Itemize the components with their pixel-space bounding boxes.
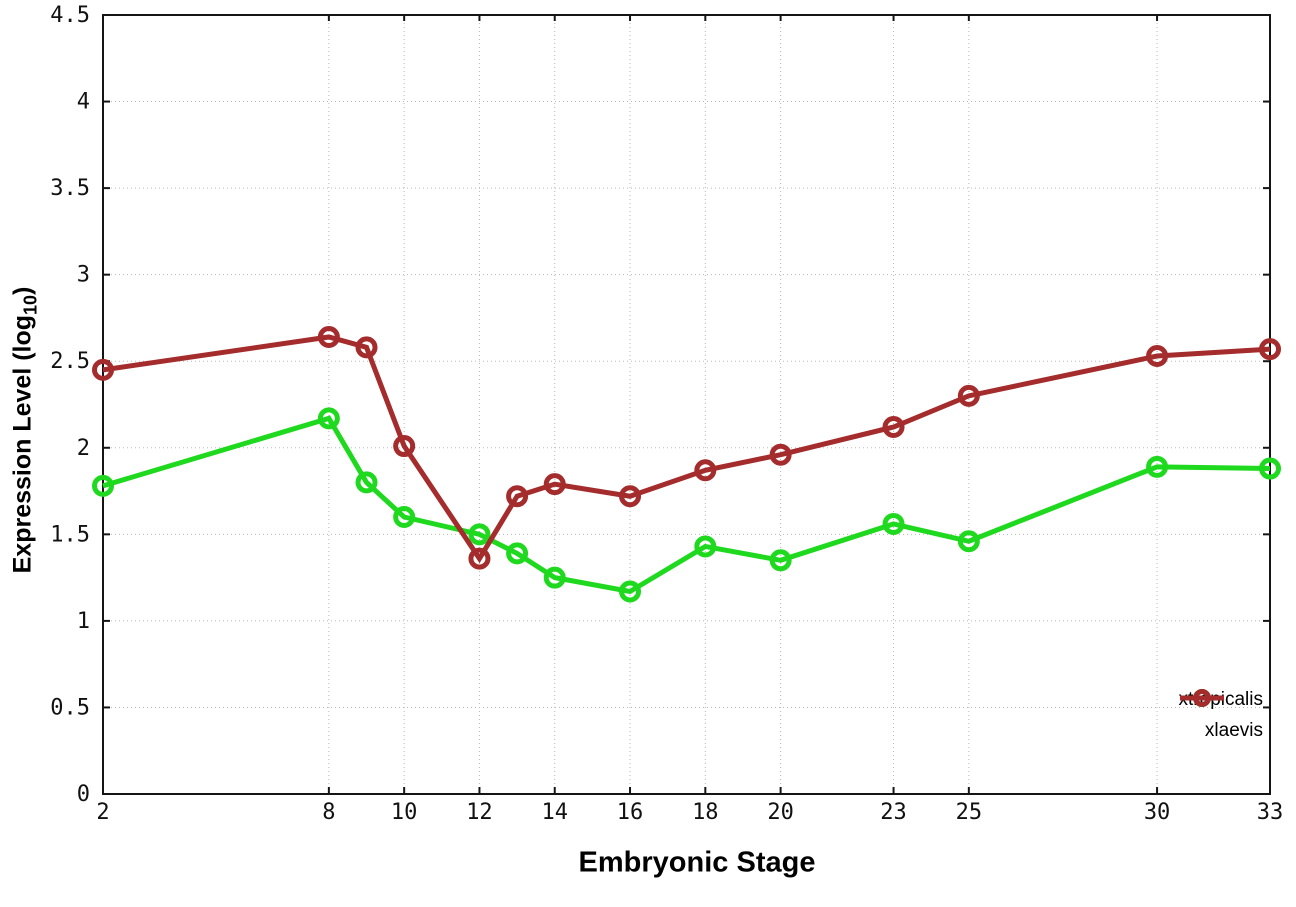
data-point-xtropicalis <box>882 512 905 535</box>
legend-entry-xlaevis: xlaevis <box>1179 689 1263 746</box>
y-tick-label: 0 <box>77 782 90 807</box>
x-tick-label: 14 <box>541 800 568 825</box>
data-point-xtropicalis <box>317 407 340 430</box>
data-point-xlaevis <box>543 473 566 496</box>
legend: xtropicalis xlaevis <box>1179 685 1263 746</box>
x-tick-label: 23 <box>880 800 907 825</box>
data-point-xlaevis <box>882 416 905 439</box>
legend-label-xlaevis: xlaevis <box>1204 720 1263 741</box>
data-point-xlaevis <box>92 358 114 381</box>
data-point-xtropicalis <box>393 506 416 529</box>
legend-sample-line-icon <box>1179 689 1224 707</box>
data-point-xlaevis <box>506 485 529 508</box>
data-point-xlaevis <box>619 485 642 508</box>
x-tick-label: 2 <box>96 800 109 825</box>
x-tick-label: 12 <box>466 800 493 825</box>
data-point-xtropicalis <box>619 580 642 603</box>
x-tick-label: 20 <box>767 800 794 825</box>
y-axis-label-text: Expression Level (log <box>8 314 37 574</box>
x-tick-label: 30 <box>1144 800 1171 825</box>
x-tick-label: 8 <box>322 800 335 825</box>
x-tick-label: 18 <box>692 800 719 825</box>
x-tick-label: 25 <box>956 800 983 825</box>
x-tick-label: 16 <box>617 800 644 825</box>
y-tick-label: 2.5 <box>50 349 90 374</box>
data-point-xlaevis <box>317 325 340 348</box>
series-line-xtropicalis <box>102 415 1271 595</box>
y-axis-label-subscript: 10 <box>20 294 41 315</box>
y-tick-label: 1 <box>77 609 90 634</box>
y-tick-label: 4 <box>77 90 90 115</box>
x-tick-label: 10 <box>391 800 418 825</box>
data-point-xtropicalis <box>355 471 378 494</box>
y-tick-label: 0.5 <box>50 695 90 720</box>
series-line-xlaevis <box>102 334 1271 564</box>
data-point-xtropicalis <box>506 542 529 565</box>
data-point-xlaevis <box>355 336 378 359</box>
y-tick-label: 3.5 <box>50 176 90 201</box>
data-point-xtropicalis <box>769 549 792 572</box>
data-point-xlaevis <box>1259 338 1281 361</box>
data-point-xlaevis <box>1146 345 1169 368</box>
data-point-xlaevis <box>769 443 792 466</box>
data-point-xlaevis <box>957 384 980 407</box>
data-point-xtropicalis <box>92 474 114 497</box>
data-point-xlaevis <box>393 435 416 458</box>
data-point-xtropicalis <box>468 523 491 546</box>
data-point-xtropicalis <box>694 535 717 558</box>
data-point-xlaevis <box>468 547 491 570</box>
y-axis-label: Expression Level (log10) <box>9 287 42 574</box>
plot-border <box>102 14 1271 795</box>
data-point-xtropicalis <box>543 566 566 589</box>
y-tick-label: 1.5 <box>50 522 90 547</box>
y-tick-label: 4.5 <box>50 3 90 28</box>
x-axis-label: Embryonic Stage <box>578 846 816 879</box>
data-point-xtropicalis <box>1146 455 1169 478</box>
y-axis-label-close: ) <box>8 286 37 295</box>
y-tick-label: 3 <box>77 263 90 288</box>
data-point-xtropicalis <box>957 530 980 553</box>
y-tick-label: 2 <box>77 436 90 461</box>
data-point-xtropicalis <box>1259 457 1281 480</box>
data-point-xlaevis <box>694 459 717 482</box>
x-tick-label: 33 <box>1257 800 1284 825</box>
